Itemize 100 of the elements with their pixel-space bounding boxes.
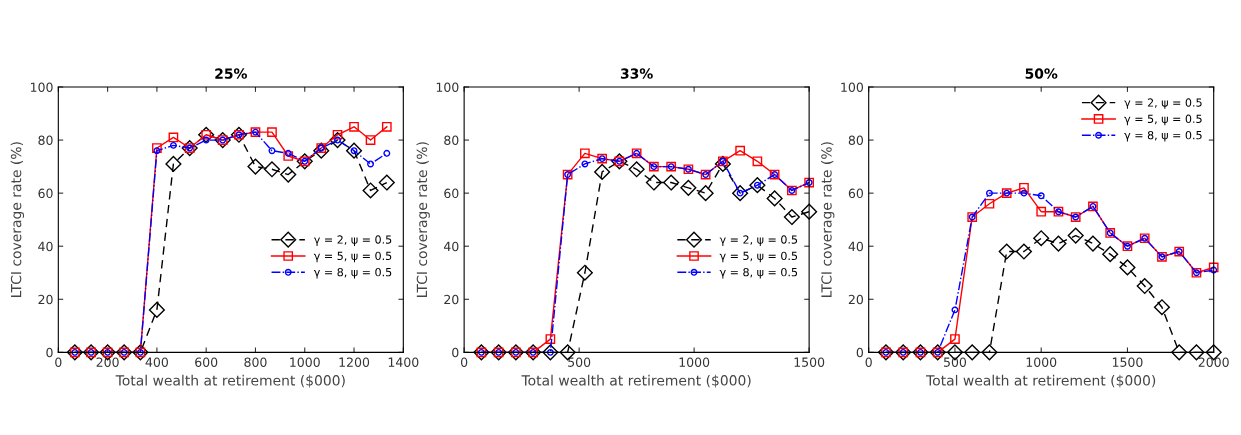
point	[877, 344, 895, 361]
x-tick-label: 1000	[1026, 357, 1057, 367]
point	[576, 264, 593, 281]
point	[1136, 277, 1153, 295]
x-tick-label: 1000	[290, 357, 320, 367]
point	[367, 160, 375, 168]
point	[263, 161, 281, 178]
point	[313, 142, 330, 159]
chart-title: 25%	[215, 68, 248, 79]
point	[1019, 182, 1029, 193]
y-tick-label: 60	[38, 188, 53, 199]
point	[984, 198, 995, 209]
y-tick-label: 40	[443, 241, 459, 252]
point	[525, 344, 542, 361]
point	[1033, 230, 1050, 247]
point	[329, 132, 346, 149]
y-tick-label: 100	[30, 82, 53, 92]
x-tick-label: 400	[145, 357, 168, 367]
point	[230, 126, 248, 143]
point	[1119, 259, 1136, 276]
y-axis-title: LTCI coverage rate (%)	[416, 142, 430, 297]
x-axis-title: Total wealth at retirement ($000)	[926, 374, 1156, 388]
x-tick-label: 1500	[1112, 357, 1143, 367]
y-tick-label: 80	[444, 135, 459, 145]
point	[169, 141, 177, 149]
x-axis-title: Total wealth at retirement ($000)	[115, 374, 345, 388]
legend-label: γ = 2, ψ = 0.5	[719, 235, 798, 246]
y-tick-label: 40	[848, 241, 864, 252]
y-tick-label: 0	[452, 347, 459, 358]
y-axis-title: LTCI coverage rate (%)	[10, 142, 25, 297]
point	[964, 344, 981, 361]
point	[981, 344, 998, 361]
point	[1067, 227, 1084, 244]
point	[1102, 246, 1119, 263]
legend-label: γ = 8, ψ = 0.5	[1124, 130, 1202, 142]
point	[148, 301, 165, 318]
point	[1015, 243, 1033, 260]
y-axis-title: LTCI coverage rate (%)	[821, 142, 835, 297]
y-tick-label: 20	[848, 294, 864, 305]
point	[594, 163, 611, 180]
x-tick-label: 500	[943, 357, 967, 367]
point	[645, 174, 662, 191]
point	[1153, 299, 1171, 316]
y-tick-label: 100	[436, 82, 459, 92]
legend-label: γ = 5, ψ = 0.5	[719, 251, 798, 263]
point	[280, 166, 297, 183]
x-tick-label: 1500	[794, 357, 825, 367]
point	[998, 243, 1015, 260]
point	[749, 177, 766, 194]
point	[378, 174, 395, 191]
y-tick-label: 40	[38, 241, 53, 252]
point	[950, 334, 960, 344]
point	[267, 127, 277, 137]
legend-label: γ = 2, ψ = 0.5	[313, 235, 392, 246]
point	[268, 147, 276, 155]
point	[1084, 235, 1102, 252]
legend-label: γ = 5, ψ = 0.5	[1124, 114, 1202, 126]
point	[663, 174, 680, 191]
point	[1171, 344, 1188, 361]
point	[628, 161, 645, 178]
legend-label: γ = 2, ψ = 0.5	[1124, 98, 1202, 109]
x-tick-label: 1000	[679, 357, 710, 367]
y-tick-label: 60	[444, 188, 459, 199]
y-tick-label: 20	[38, 294, 53, 305]
point	[345, 142, 363, 159]
point	[545, 334, 556, 344]
y-tick-label: 100	[841, 82, 864, 92]
chart-title: 33%	[620, 68, 653, 79]
point	[383, 149, 391, 157]
chart-title: 50%	[1025, 68, 1058, 79]
point	[680, 179, 697, 196]
point	[349, 121, 359, 132]
point	[735, 145, 745, 156]
point	[1036, 206, 1047, 217]
y-tick-label: 80	[848, 135, 864, 145]
y-tick-label: 20	[444, 294, 459, 305]
x-tick-label: 1400	[388, 357, 419, 367]
point	[732, 185, 749, 202]
x-tick-label: 1200	[339, 357, 370, 367]
point	[153, 147, 161, 155]
point	[1208, 262, 1219, 273]
legend-label: γ = 5, ψ = 0.5	[313, 251, 392, 263]
y-tick-label: 0	[856, 347, 864, 358]
legend-label: γ = 8, ψ = 0.5	[313, 267, 392, 279]
point	[766, 190, 783, 207]
y-tick-label: 80	[38, 135, 53, 145]
x-tick-label: 500	[568, 357, 591, 367]
x-tick-label: 0	[460, 357, 468, 367]
point	[1037, 192, 1045, 200]
point	[284, 149, 292, 157]
point	[365, 135, 376, 145]
x-tick-label: 600	[195, 357, 218, 367]
point	[152, 143, 162, 153]
point	[985, 189, 993, 197]
point	[381, 121, 392, 132]
x-tick-label: 800	[244, 357, 267, 367]
point	[783, 208, 800, 226]
point	[1050, 235, 1067, 252]
x-tick-label: 200	[96, 357, 119, 367]
point	[362, 182, 379, 199]
